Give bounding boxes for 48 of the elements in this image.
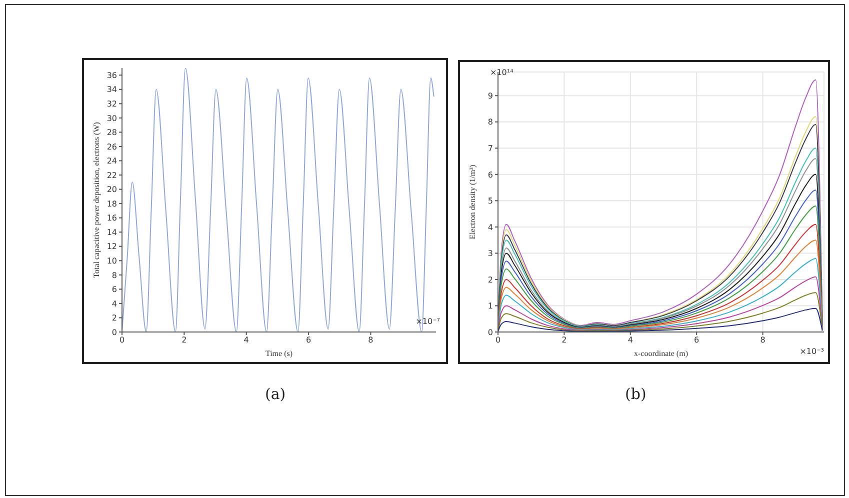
- x-tick-label: 6: [306, 336, 312, 345]
- y-tick-label: 0: [488, 328, 493, 337]
- y-tick-label: 34: [106, 85, 117, 94]
- x-tick-label: 8: [368, 336, 374, 345]
- y-tick-label: 8: [112, 270, 117, 280]
- y-tick-label: 16: [106, 214, 117, 223]
- y-tick-label: 10: [106, 256, 117, 266]
- y-tick-label: 3: [488, 249, 493, 258]
- text: (a): [265, 385, 286, 403]
- annotation: ×10⁻⁷: [416, 317, 440, 326]
- y-tick-label: 0: [112, 328, 117, 337]
- x-tick-label: 6: [694, 336, 700, 345]
- x-axis-title: Time (s): [265, 349, 293, 358]
- y-tick-label: 24: [106, 156, 117, 166]
- x-tick-label: 2: [562, 336, 567, 345]
- y-tick-label: 20: [106, 185, 117, 194]
- y-tick-label: 1: [488, 302, 493, 311]
- text: (b): [625, 385, 646, 403]
- y-tick-label: 22: [106, 170, 117, 180]
- x-tick-label: 4: [244, 336, 249, 345]
- y-tick-label: 4: [112, 299, 117, 308]
- y-tick-label: 6: [488, 170, 493, 180]
- y-axis-title: Total capacitive power deposition, electrons (W): [92, 122, 101, 278]
- y-tick-label: 14: [106, 228, 117, 237]
- y-tick-label: 26: [106, 142, 117, 152]
- y-tick-label: 2: [488, 275, 493, 284]
- x-tick-label: 2: [182, 336, 187, 345]
- y-tick-label: 6: [112, 285, 117, 294]
- y-tick-label: 12: [106, 242, 117, 252]
- y-tick-label: 5: [488, 196, 493, 206]
- x-tick-label: 0: [495, 336, 501, 345]
- y-tick-label: 36: [106, 70, 117, 80]
- y-tick-label: 9: [488, 91, 493, 100]
- y-tick-label: 8: [488, 118, 493, 127]
- y-tick-label: 7: [488, 144, 493, 153]
- y-tick-label: 18: [106, 199, 117, 208]
- x-tick-label: 4: [628, 336, 633, 345]
- x-tick-label: 8: [760, 336, 766, 345]
- y-tick-label: 28: [106, 128, 117, 138]
- y-tick-label: 2: [112, 314, 117, 323]
- y-tick-label: 30: [106, 114, 117, 123]
- y-axis-title: Electron density (1/m³): [468, 164, 477, 240]
- annotation: ×10¹⁴: [490, 68, 514, 77]
- y-tick-label: 32: [106, 100, 117, 109]
- y-tick-label: 4: [488, 222, 493, 232]
- x-tick-label: 0: [119, 336, 125, 345]
- x-axis-title: x-coordinate (m): [634, 349, 688, 358]
- text: ×10⁻³: [800, 347, 824, 356]
